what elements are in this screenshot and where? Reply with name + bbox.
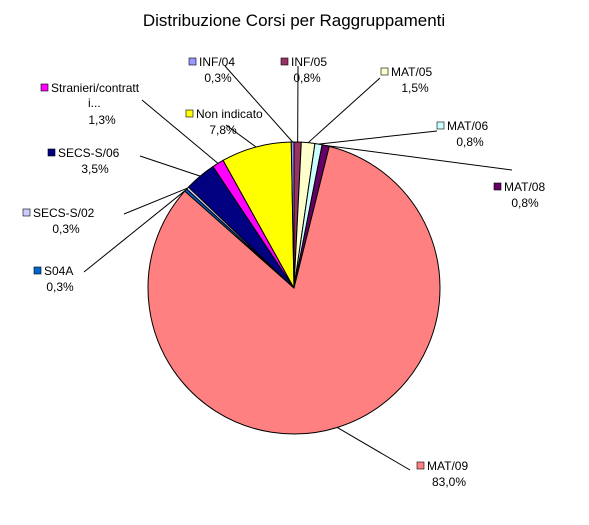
leader-line-mat-08: [325, 144, 513, 171]
slice-value-non-indicato: 7,8%: [209, 123, 237, 137]
label-swatch-secs-s-02: [22, 208, 31, 217]
label-swatch-non-indicato: [185, 109, 194, 118]
slice-value-secs-s-06: 3,5%: [81, 162, 109, 176]
label-swatch-s04a: [33, 266, 42, 275]
slice-value-inf-05: 0,8%: [293, 71, 321, 85]
slice-value-secs-s-02: 0,3%: [52, 222, 80, 236]
slice-name-mat-06: MAT/06: [447, 119, 488, 133]
slice-name-inf-05: INF/05: [291, 55, 327, 69]
slice-value-inf-04: 0,3%: [204, 71, 232, 85]
label-swatch-mat-05: [380, 67, 389, 76]
slice-name-s04a: S04A: [44, 264, 73, 278]
label-swatch-mat-06: [436, 121, 445, 130]
label-swatch-secs-s-06: [47, 148, 56, 157]
slice-value-mat-09: 83,0%: [432, 475, 466, 489]
label-swatch-inf-05: [280, 57, 289, 66]
label-swatch-mat-09: [416, 461, 425, 470]
chart-title: Distribuzione Corsi per Raggruppamenti: [143, 11, 445, 30]
leader-line-inf-04: [224, 65, 294, 143]
leader-line-mat-05: [307, 77, 381, 144]
leader-line-mat-09: [336, 427, 411, 471]
slice-value-mat-05: 1,5%: [401, 81, 429, 95]
slice-name-inf-04: INF/04: [199, 55, 235, 69]
leader-lines: [83, 65, 513, 471]
slice-value-mat-06: 0,8%: [456, 135, 484, 149]
label-swatch-inf-04: [188, 57, 197, 66]
slice-labels: INF/05 0,8% MAT/05 1,5% MAT/06 0,8% MAT/08 0,8%…: [22, 55, 545, 489]
slice-name-non-indicato: Non indicato: [196, 107, 263, 121]
slice-name-mat-05: MAT/05: [391, 65, 432, 79]
slice-value-s04a: 0,3%: [46, 280, 74, 294]
leader-line-secs-s-06: [139, 155, 201, 177]
slice-name-mat-09: MAT/09: [427, 459, 468, 473]
slice-name-mat-08: MAT/08: [504, 180, 545, 194]
leader-line-mat-06: [318, 130, 438, 145]
slice-name-secs-s-06: SECS-S/06: [58, 146, 120, 160]
slice-value-stranieri-contratt-i: 1,3%: [88, 113, 116, 127]
label-swatch-mat-08: [493, 182, 502, 191]
leader-line-stranieri-contratt-i: [141, 99, 219, 164]
slice-value-mat-08: 0,8%: [511, 196, 539, 210]
slice-name-secs-s-02: SECS-S/02: [33, 206, 95, 220]
slice-name-stranieri-contratt-i: Stranieri/contratt i...: [51, 81, 140, 110]
leader-line-secs-s-02: [123, 187, 188, 215]
leader-line-non-indicato: [225, 124, 257, 148]
leader-line-s04a: [83, 189, 187, 273]
label-swatch-stranieri-contratt-i: [40, 83, 49, 92]
pie-slice-mat-09: [147, 145, 441, 435]
pie-slices: [147, 141, 441, 435]
